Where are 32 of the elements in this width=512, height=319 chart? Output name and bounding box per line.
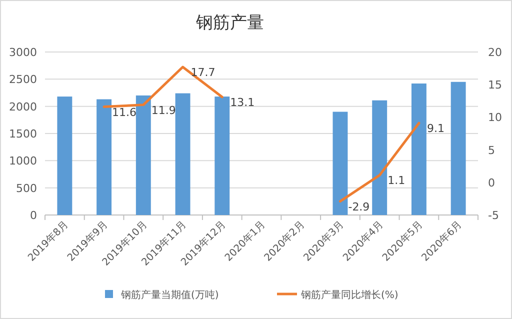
data-label: 13.1 xyxy=(230,96,255,109)
bar xyxy=(214,96,230,215)
bar xyxy=(450,82,466,215)
bar xyxy=(175,93,190,215)
data-label: 17.7 xyxy=(190,66,216,79)
y-tick-label: 2000 xyxy=(9,100,37,114)
bar xyxy=(411,84,426,215)
bar xyxy=(372,100,388,215)
y-tick-label: 3000 xyxy=(9,46,37,59)
y2-tick-label: 5 xyxy=(488,144,495,157)
data-label: 1.1 xyxy=(388,174,406,188)
y2-tick-label: -5 xyxy=(488,209,499,222)
y2-tick-label: 20 xyxy=(488,46,502,59)
y-tick-label: 1000 xyxy=(9,154,37,168)
legend-label: 钢筋产量同比增长(%) xyxy=(300,289,398,301)
y2-tick-label: 0 xyxy=(488,176,495,190)
data-label: 11.6 xyxy=(112,106,137,119)
data-label: 11.9 xyxy=(151,104,176,117)
bar xyxy=(136,95,151,215)
legend-label: 钢筋产量当期值(万吨) xyxy=(120,289,219,301)
data-label: 9.1 xyxy=(426,122,444,136)
data-label: -2.9 xyxy=(348,200,370,214)
bar xyxy=(96,99,112,215)
bar xyxy=(57,96,72,215)
y-tick-label: 500 xyxy=(16,182,37,195)
y-tick-label: 1500 xyxy=(9,128,37,140)
y2-tick-label: 15 xyxy=(488,78,502,92)
y-tick-label: 2500 xyxy=(9,73,37,86)
y2-tick-label: 10 xyxy=(488,111,502,124)
bar xyxy=(332,112,348,215)
chart-title: 钢筋产量 xyxy=(195,13,264,33)
y-tick-label: 0 xyxy=(30,209,37,222)
